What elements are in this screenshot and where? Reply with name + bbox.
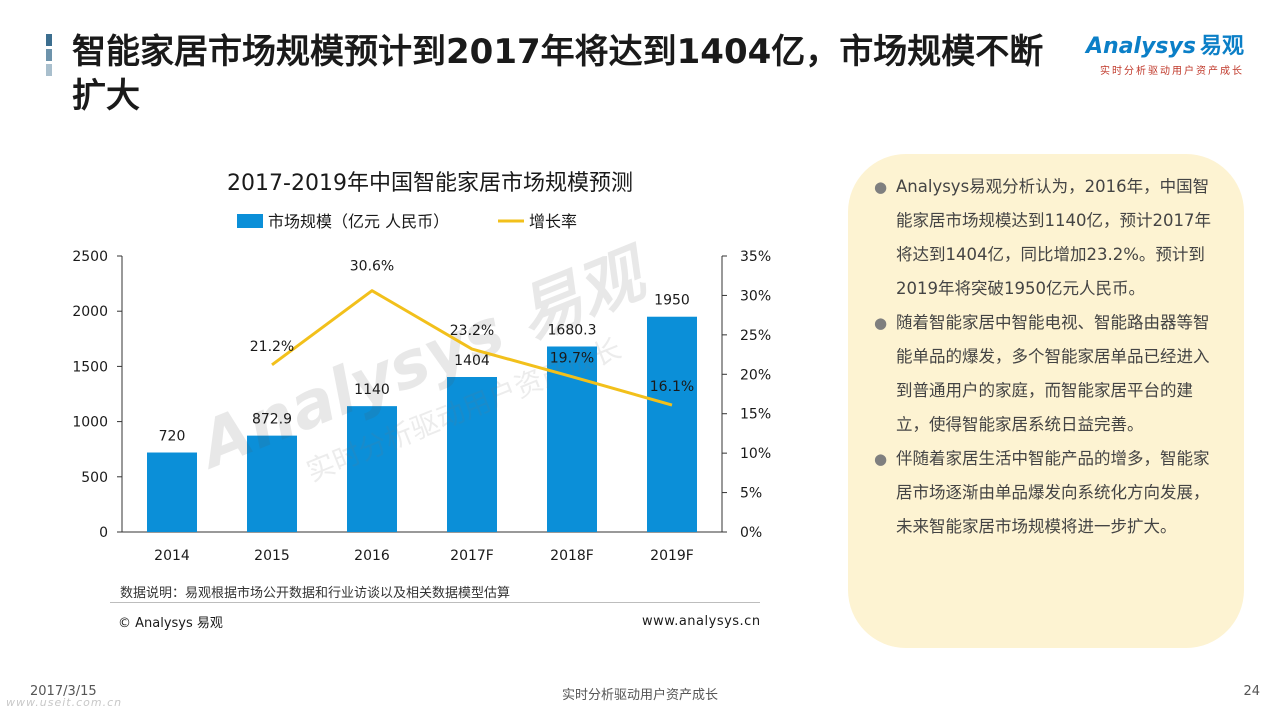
analysis-text: 伴随着家居生活中智能产品的增多，智能家居市场逐渐由单品爆发向系统化方向发展，未来… (896, 449, 1210, 536)
y-tick-label-right: 0% (740, 525, 762, 541)
bullet-icon: ● (874, 314, 888, 332)
y-tick-label-right: 20% (740, 367, 771, 383)
y-tick-label-left: 0 (99, 525, 108, 541)
bullet-icon: ● (874, 450, 888, 468)
line-data-label: 30.6% (350, 259, 394, 275)
y-tick-label-right: 15% (740, 407, 771, 423)
legend-label-bar: 市场规模（亿元 人民币） (268, 212, 449, 231)
analysis-point: ● 随着智能家居中智能电视、智能路由器等智能单品的爆发，多个智能家居单品已经进入到… (874, 306, 1216, 442)
analysis-text: Analysys易观分析认为，2016年，中国智能家居市场规模达到1140亿，预… (896, 177, 1211, 298)
line-data-label: 23.2% (450, 323, 494, 339)
bar (147, 452, 197, 532)
analysis-panel: ● Analysys易观分析认为，2016年，中国智能家居市场规模达到1140亿，… (848, 154, 1244, 648)
line-data-label: 16.1% (650, 379, 694, 395)
divider (110, 602, 760, 603)
logo-tagline: 实时分析驱动用户资产成长 (1100, 66, 1244, 77)
logo-cn: 易观 (1199, 34, 1244, 59)
bar (647, 316, 697, 532)
legend-label-line: 增长率 (529, 212, 577, 231)
y-tick-label-right: 5% (740, 486, 762, 502)
line-data-label: 21.2% (250, 339, 294, 355)
x-tick-label: 2018F (550, 548, 594, 564)
analysis-point: ● 伴随着家居生活中智能产品的增多，智能家居市场逐渐由单品爆发向系统化方向发展，未… (874, 442, 1216, 544)
bar-data-label: 720 (159, 429, 186, 445)
bullet-icon: ● (874, 178, 888, 196)
footer-date: 2017/3/15 (30, 684, 97, 699)
growth-rate-line (271, 289, 673, 407)
page-number: 24 (1243, 684, 1260, 699)
y-tick-label-right: 30% (740, 288, 771, 304)
bar-data-label: 1404 (454, 353, 490, 369)
y-tick-label-left: 500 (81, 470, 108, 486)
y-tick-label-right: 10% (740, 446, 771, 462)
x-tick-label: 2015 (254, 548, 290, 564)
footer-watermark: www.useit.com.cn (6, 696, 123, 709)
x-tick-label: 2014 (154, 548, 190, 564)
line-data-label: 19.7% (550, 351, 594, 367)
bar-data-label: 1680.3 (548, 322, 597, 338)
analysis-point: ● Analysys易观分析认为，2016年，中国智能家居市场规模达到1140亿，… (874, 170, 1216, 306)
bar (347, 406, 397, 532)
bar (447, 376, 497, 532)
bar (247, 435, 297, 532)
y-tick-label-right: 35% (740, 249, 771, 265)
analysis-text: 随着智能家居中智能电视、智能路由器等智能单品的爆发，多个智能家居单品已经进入到普… (896, 313, 1210, 434)
bar-data-label: 872.9 (252, 412, 292, 428)
legend-swatch-bar (237, 214, 263, 228)
chart-title: 2017-2019年中国智能家居市场规模预测 (227, 171, 633, 196)
y-tick-label-right: 25% (740, 328, 771, 344)
logo-brand: Analysys (1086, 34, 1196, 59)
website-link[interactable]: www.analysys.cn (642, 614, 761, 629)
page-title: 智能家居市场规模预计到2017年将达到1404亿，市场规模不断扩大 (72, 32, 1044, 116)
bar-data-label: 1140 (354, 382, 390, 398)
title-accent-bars (46, 34, 54, 76)
y-tick-label-left: 1000 (72, 415, 108, 431)
bar-data-label: 1950 (654, 293, 690, 309)
y-tick-label-left: 1500 (72, 359, 108, 375)
y-tick-label-left: 2500 (72, 249, 108, 265)
x-tick-label: 2019F (650, 548, 694, 564)
x-tick-label: 2017F (450, 548, 494, 564)
copyright: © Analysys 易观 (118, 616, 223, 631)
analysys-logo: Analysys 易观 实时分析驱动用户资产成长 (1086, 28, 1256, 78)
data-note: 数据说明：易观根据市场公开数据和行业访谈以及相关数据模型估算 (120, 586, 511, 601)
footer-tagline: 实时分析驱动用户资产成长 (561, 688, 718, 703)
x-tick-label: 2016 (354, 548, 390, 564)
y-tick-label-left: 2000 (72, 304, 108, 320)
